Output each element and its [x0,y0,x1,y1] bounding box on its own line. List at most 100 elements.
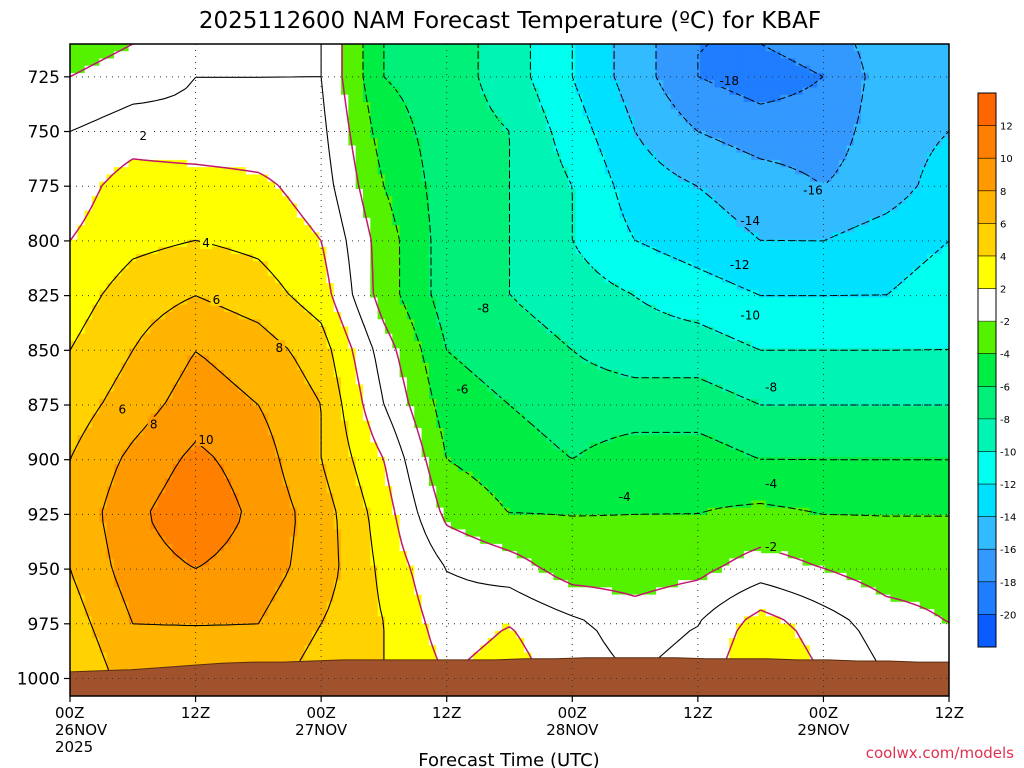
temperature-cell [187,362,196,371]
temperature-cell [106,645,115,654]
temperature-cell [113,543,122,552]
temperature-cell [406,333,415,342]
temperature-cell [84,123,93,132]
temperature-cell [392,362,401,371]
temperature-cell [428,101,437,110]
temperature-cell [355,174,364,183]
temperature-cell [319,551,327,559]
temperature-cell [223,449,232,458]
temperature-cell [282,420,291,429]
temperature-cell [143,225,152,233]
temperature-cell [297,406,305,415]
temperature-cell [399,572,408,581]
temperature-cell [414,196,423,204]
temperature-cell [275,312,284,320]
temperature-cell [260,377,269,386]
temperature-cell [311,268,320,277]
temperature-cell [472,268,481,277]
temperature-cell [260,341,269,349]
temperature-cell [406,500,415,509]
temperature-cell [128,239,137,248]
temperature-cell [341,101,349,110]
temperature-cell [443,319,452,328]
temperature-cell [201,645,210,654]
temperature-cell [414,355,423,364]
temperature-cell [121,297,130,306]
temperature-cell [333,254,342,262]
temperature-cell [194,493,203,501]
temperature-cell [179,246,188,255]
temperature-cell [297,304,305,313]
temperature-cell [414,210,423,219]
temperature-cell [91,72,100,81]
temperature-cell [238,464,247,473]
temperature-cell [326,609,335,617]
temperature-cell [209,493,218,501]
temperature-cell [384,594,393,603]
temperature-cell [443,116,452,125]
temperature-cell [472,232,481,241]
temperature-cell [465,167,474,175]
temperature-cell [99,449,108,458]
temperature-cell [421,246,430,255]
temperature-cell [275,304,284,313]
temperature-cell [414,109,423,118]
temperature-cell [187,398,196,407]
temperature-cell [319,370,327,378]
temperature-cell [143,478,152,487]
temperature-cell [194,543,203,552]
temperature-cell [428,225,437,233]
temperature-cell [223,500,232,509]
temperature-cell [187,152,196,161]
temperature-cell [436,80,445,89]
temperature-cell [172,630,181,639]
temperature-cell [150,435,159,444]
temperature-cell [465,283,474,291]
temperature-cell [406,116,415,125]
temperature-cell [443,601,452,610]
temperature-cell [458,123,467,132]
temperature-cell [157,145,166,154]
temperature-cell [363,435,371,444]
temperature-cell [297,362,305,371]
temperature-cell [443,174,452,183]
temperature-cell [253,623,262,632]
temperature-cell [333,427,342,436]
temperature-cell [113,420,122,429]
temperature-cell [399,80,408,89]
temperature-cell [297,188,305,197]
temperature-cell [231,500,240,509]
temperature-cell [201,377,210,386]
temperature-cell [216,630,225,639]
temperature-cell [275,449,284,458]
temperature-cell [399,275,408,284]
temperature-cell [150,398,159,407]
temperature-cell [472,290,481,299]
temperature-cell [384,493,393,501]
temperature-cell [70,109,78,118]
temperature-cell [113,341,122,349]
temperature-cell [384,529,393,538]
temperature-cell [333,246,342,255]
temperature-cell [253,290,262,299]
temperature-cell [319,630,327,639]
temperature-cell [165,87,174,96]
temperature-cell [450,370,459,378]
temperature-cell [165,623,174,632]
temperature-cell [99,558,108,567]
temperature-cell [326,398,335,407]
temperature-cell [99,435,108,444]
temperature-cell [289,116,298,125]
temperature-cell [179,261,188,270]
temperature-cell [326,210,335,219]
temperature-cell [428,609,437,617]
temperature-cell [70,572,78,581]
temperature-cell [304,268,313,277]
temperature-cell [216,420,225,429]
temperature-cell [113,232,122,241]
temperature-cell [304,478,313,487]
temperature-cell [165,580,174,588]
temperature-cell [165,529,174,538]
temperature-cell [135,333,144,342]
temperature-cell [91,80,100,89]
